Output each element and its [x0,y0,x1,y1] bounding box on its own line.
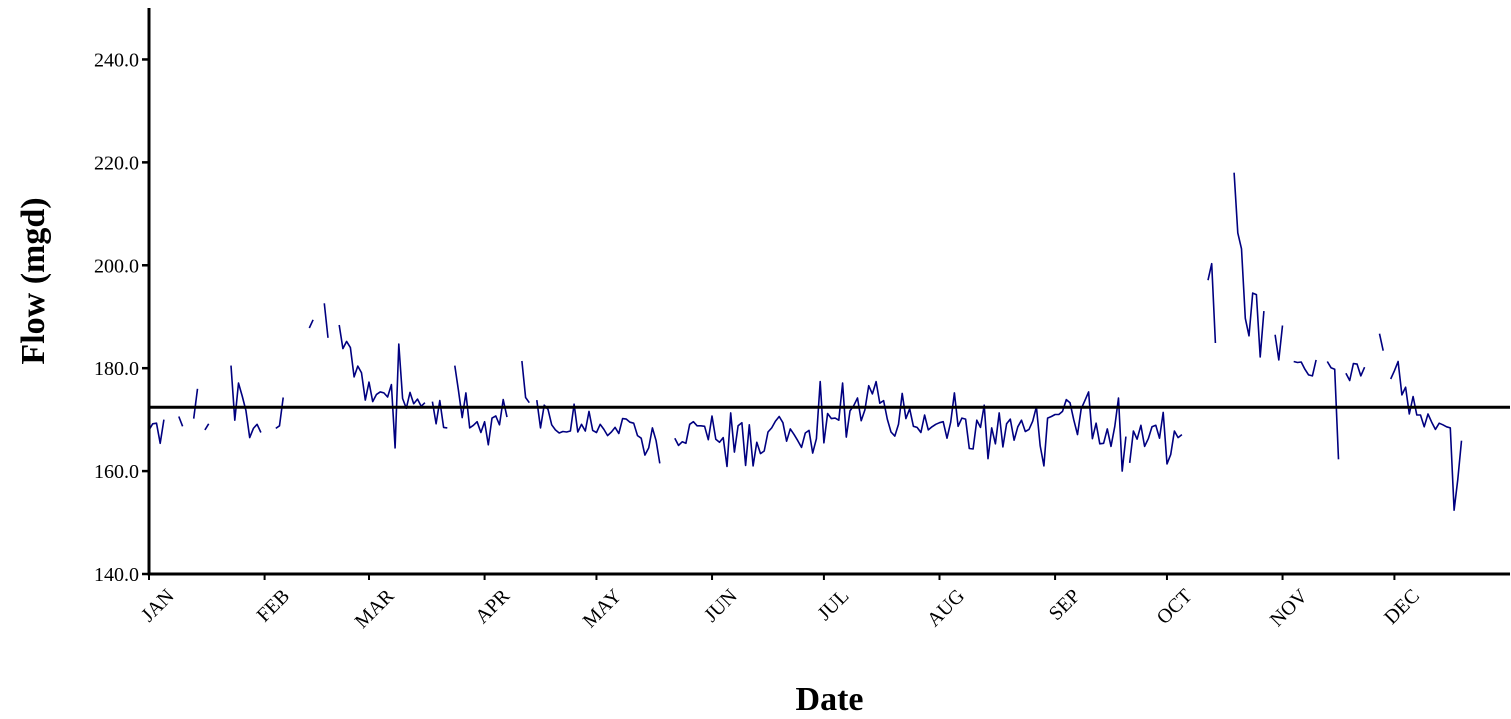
y-tick-label: 160.0 [94,461,139,483]
x-tick-label: JUL [814,585,854,625]
x-tick-label: DEC [1380,585,1424,629]
series-segment [178,416,184,427]
series-segment [192,388,199,419]
series-segment [454,365,508,446]
series-segment [338,324,426,449]
series-segment [148,419,165,445]
series-segment [1326,361,1340,460]
y-tick-label: 180.0 [94,358,139,380]
x-tick-label: FEB [253,585,294,626]
x-tick-label: JUN [700,585,741,626]
x-tick-label: OCT [1153,585,1197,629]
series-segment [308,319,314,329]
series-segment [323,303,329,338]
series-segment [536,399,661,464]
series-segment [521,360,530,404]
x-tick-label: NOV [1266,585,1313,632]
y-axis-title: Flow (mgd) [15,197,52,364]
series-segment [275,397,284,430]
y-tick-label: 200.0 [94,255,139,277]
series-segment [1345,362,1366,382]
y-tick-label: 140.0 [94,564,139,586]
flow-series [148,172,1463,512]
y-tick-label: 220.0 [94,152,139,174]
x-tick-label: SEP [1045,585,1085,625]
x-tick-label: JAN [137,585,178,626]
x-tick-label: MAY [579,585,626,632]
series-segment [1389,360,1463,512]
series-segment [1128,411,1183,465]
series-segment [1274,325,1284,361]
y-tick-label: 240.0 [94,49,139,71]
y-axis-ticks: 140.0 160.0 180.0 200.0 220.0 240.0 [94,49,149,586]
series-segment [204,423,210,431]
x-tick-label: APR [471,585,515,629]
series-segment [1293,359,1317,377]
x-tick-label: AUG [923,585,969,631]
x-axis-title: Date [796,681,864,718]
series-segment [1233,172,1265,358]
series-segment [1207,262,1217,344]
x-tick-label: MAR [351,585,399,633]
x-axis-ticks: JAN FEB MAR APR MAY JUN JUL AUG SEP OCT NOV DEC [137,574,1424,633]
series-segment [674,380,1127,472]
series-segment [431,399,448,429]
series-segment [230,365,262,439]
series-segment [1378,333,1384,351]
